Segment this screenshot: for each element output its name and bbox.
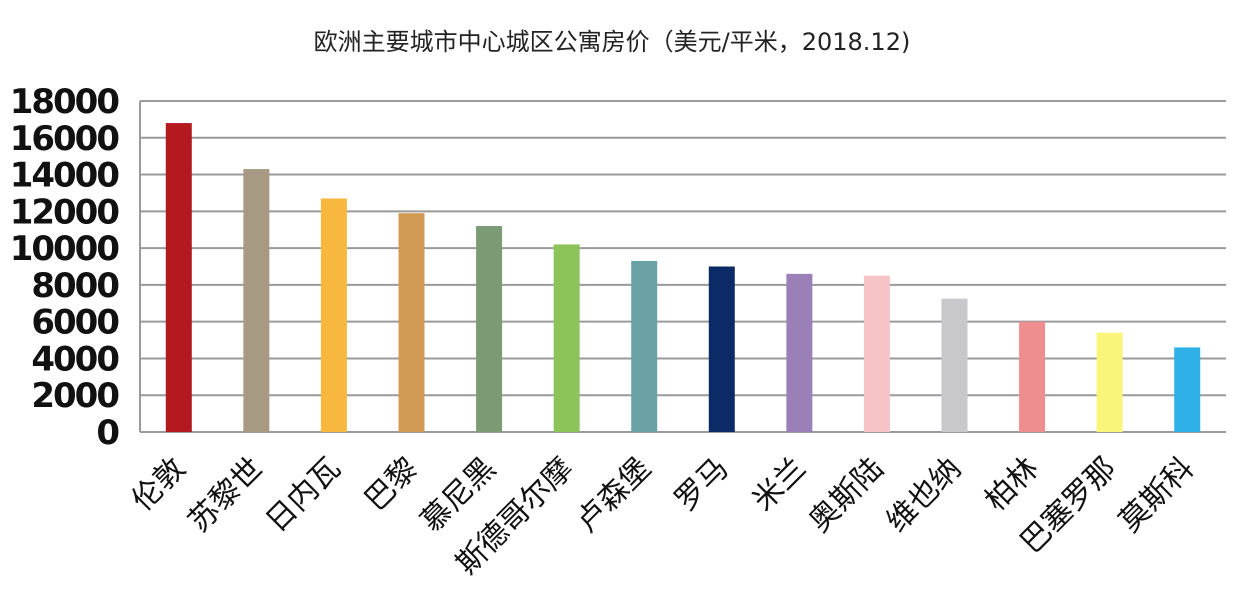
y-tick-label: 16000	[10, 119, 120, 159]
bar-4	[398, 213, 425, 432]
bar-3	[320, 198, 347, 432]
bar-13	[1096, 332, 1123, 432]
y-tick-label: 14000	[10, 156, 120, 196]
x-tick-label: 苏黎世	[182, 451, 270, 539]
x-tick-label: 巴黎	[358, 451, 425, 518]
y-tick-label: 12000	[10, 192, 120, 232]
x-tick-label: 伦敦	[125, 451, 192, 518]
x-tick-label: 维也纳	[880, 451, 968, 539]
bar-14	[1174, 347, 1201, 432]
x-tick-label: 米兰	[746, 451, 813, 518]
bar-10	[863, 275, 890, 432]
y-tick-label: 2000	[31, 376, 119, 416]
y-tick-label: 0	[96, 413, 119, 453]
gridlines	[140, 100, 1226, 433]
bar-8	[708, 266, 735, 432]
x-tick-label: 日内瓦	[259, 451, 347, 539]
x-tick-label: 罗马	[668, 451, 735, 518]
x-tick-label: 奥斯陆	[802, 451, 890, 539]
y-axis: 0200040006000800010000120001400016000180…	[10, 82, 141, 453]
x-tick-label: 柏林	[979, 451, 1046, 518]
bars	[165, 123, 1201, 433]
bar-5	[476, 226, 503, 432]
x-tick-label: 莫斯科	[1112, 451, 1200, 539]
bar-9	[786, 273, 813, 432]
bar-12	[1019, 321, 1046, 432]
y-tick-label: 10000	[10, 229, 120, 269]
y-tick-label: 4000	[31, 339, 119, 379]
chart-title: 欧洲主要城市中心城区公寓房价（美元/平米，2018.12)	[314, 28, 911, 56]
x-tick-label: 卢森堡	[569, 451, 657, 539]
bar-1	[165, 123, 192, 433]
bar-7	[631, 260, 658, 432]
y-tick-label: 6000	[31, 303, 119, 343]
bar-6	[553, 244, 580, 432]
y-tick-label: 8000	[31, 266, 119, 306]
bar-2	[243, 169, 270, 433]
y-tick-label: 18000	[10, 82, 120, 122]
bar-11	[941, 298, 968, 432]
